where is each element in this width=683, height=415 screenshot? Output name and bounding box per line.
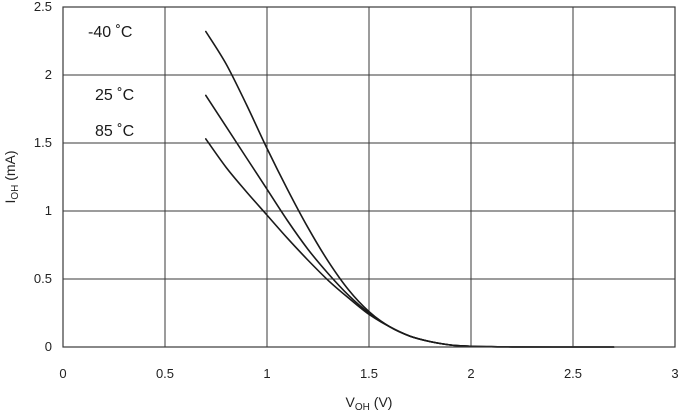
plot-area-frame xyxy=(62,6,676,348)
x-tick-label: 0.5 xyxy=(156,366,174,381)
y-tick-label: 2 xyxy=(45,67,52,82)
grid xyxy=(63,7,675,347)
series-label: 25 ˚C xyxy=(95,87,134,104)
y-axis-label: IOH (mA) xyxy=(2,150,21,203)
x-tick-labels: 0 0.5 1 1.5 2 2.5 3 xyxy=(59,366,678,381)
x-tick-label: 3 xyxy=(671,366,678,381)
x-tick-label: 0 xyxy=(59,366,66,381)
y-tick-label: 1 xyxy=(45,203,52,218)
x-axis-label: VOH (V) xyxy=(346,394,393,413)
series-label: -40 ˚C xyxy=(88,24,132,41)
y-tick-label: 0 xyxy=(45,339,52,354)
x-tick-label: 2.5 xyxy=(564,366,582,381)
y-tick-label: 0.5 xyxy=(34,271,52,286)
series-label: 85 ˚C xyxy=(95,123,134,140)
x-tick-label: 1.5 xyxy=(360,366,378,381)
series-labels: -40 ˚C 25 ˚C 85 ˚C xyxy=(88,24,134,140)
y-tick-label: 1.5 xyxy=(34,135,52,150)
x-tick-label: 1 xyxy=(263,366,270,381)
y-tick-label: 2.5 xyxy=(34,0,52,14)
y-tick-labels: 0 0.5 1 1.5 2 2.5 xyxy=(34,0,52,354)
x-tick-label: 2 xyxy=(467,366,474,381)
